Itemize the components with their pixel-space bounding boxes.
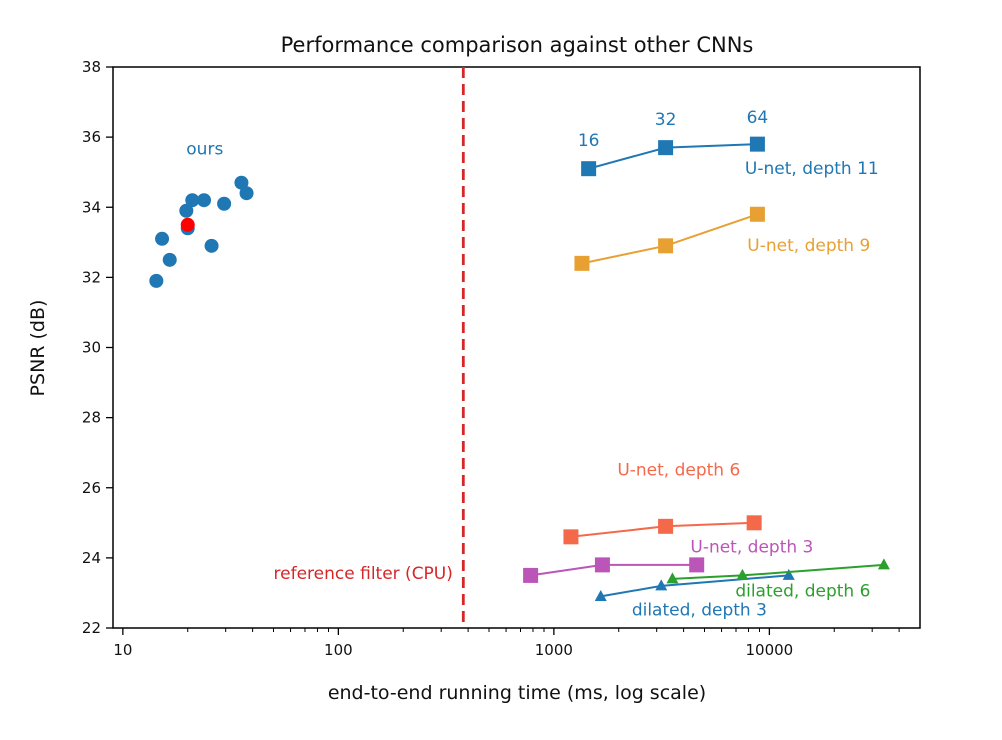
y-tick-label: 34: [82, 198, 101, 216]
data-point: [689, 557, 705, 573]
y-tick-label: 26: [82, 479, 101, 497]
data-point: [574, 255, 590, 271]
series-ours: [149, 175, 254, 288]
data-point: [749, 136, 765, 152]
annotation-label: 64: [747, 108, 769, 128]
annotation-label: dilated, depth 3: [632, 601, 767, 621]
data-point: [204, 238, 219, 253]
data-point: [523, 567, 539, 583]
x-axis-label: end-to-end running time (ms, log scale): [328, 682, 706, 704]
data-point: [877, 558, 890, 570]
data-point: [162, 252, 177, 267]
x-tick-label: 100: [324, 641, 353, 659]
annotation-label: 32: [655, 110, 677, 130]
series-dilated-depth-6: [666, 558, 890, 584]
data-point: [658, 518, 674, 534]
series-ours-highlighted: [180, 217, 195, 232]
y-tick-label: 32: [82, 268, 101, 286]
series-u-net-depth-11: [581, 136, 765, 177]
data-point: [594, 557, 610, 573]
y-tick-label: 36: [82, 128, 101, 146]
plot-area: 10 100 1000 10000 22 24 26 28 30 32 34 36 38 ours 16 32…: [82, 58, 921, 659]
y-tick-label: 30: [82, 339, 101, 357]
data-point: [180, 217, 195, 232]
annotation-label: U-net, depth 6: [617, 460, 740, 480]
annotation-label: U-net, depth 9: [747, 236, 870, 256]
data-point: [658, 140, 674, 156]
data-point: [149, 273, 164, 288]
y-tick-label: 22: [82, 619, 101, 637]
annotation-label: ours: [186, 140, 223, 160]
annotation-label: reference filter (CPU): [274, 564, 453, 584]
data-point: [594, 589, 607, 601]
data-point: [655, 579, 668, 591]
data-point: [185, 193, 200, 208]
series-u-net-depth-6: [563, 515, 762, 545]
data-point: [746, 515, 762, 531]
data-point: [782, 568, 795, 580]
data-point: [666, 572, 679, 584]
data-point: [581, 161, 597, 177]
series-u-net-depth-9: [574, 206, 765, 271]
chart-title: Performance comparison against other CNN…: [281, 33, 754, 57]
annotation-label: U-net, depth 11: [745, 159, 879, 179]
data-point: [155, 231, 170, 246]
annotation-label: U-net, depth 3: [690, 538, 813, 558]
x-tick-label: 10: [113, 641, 132, 659]
series-u-net-depth-3: [523, 557, 705, 583]
data-point: [749, 206, 765, 222]
x-tick-label: 10000: [746, 641, 794, 659]
data-point: [658, 238, 674, 254]
annotation-label: 16: [578, 131, 600, 151]
y-tick-label: 28: [82, 409, 101, 427]
data-point: [736, 568, 749, 580]
y-tick-label: 24: [82, 549, 101, 567]
data-point: [179, 203, 194, 218]
y-tick-label: 38: [82, 58, 101, 76]
data-point: [234, 175, 249, 190]
x-tick-label: 1000: [535, 641, 573, 659]
data-point: [197, 193, 212, 208]
data-point: [217, 196, 232, 211]
data-point: [563, 529, 579, 545]
y-axis-label: PSNR (dB): [27, 300, 49, 397]
annotation-label: dilated, depth 6: [735, 581, 870, 601]
data-point: [239, 186, 254, 201]
